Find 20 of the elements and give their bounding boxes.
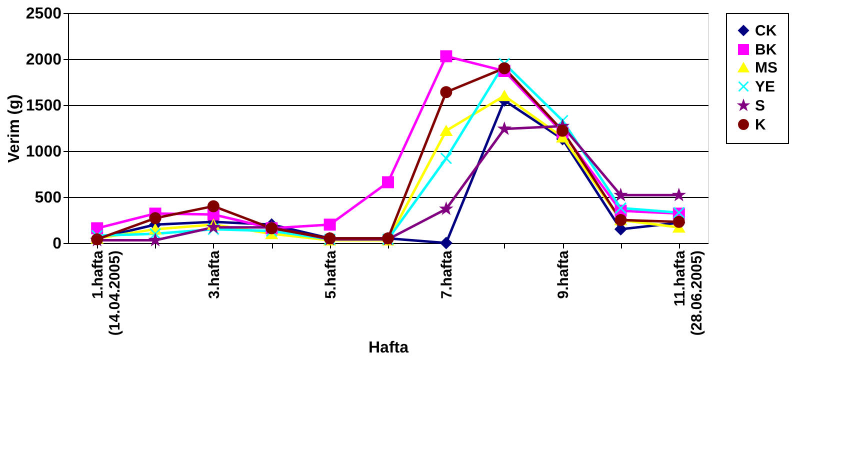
legend-label: K — [755, 116, 766, 134]
y-tick-label: 2000 — [26, 52, 62, 68]
x-tick-label: 11.hafta (28.06.2005) — [671, 250, 706, 336]
y-axis-title: Verim (g) — [6, 94, 23, 163]
x-tick-label: 9.hafta — [555, 250, 572, 299]
y-tick-label: 1000 — [26, 144, 62, 160]
x-tick-label: 7.hafta — [438, 250, 456, 299]
legend-label: BK — [755, 42, 777, 58]
legend-label: CK — [755, 22, 777, 40]
x-tick-label: 1.hafta (14.04.2005) — [90, 250, 124, 336]
y-tick-label: 500 — [34, 190, 62, 206]
legend-label: YE — [755, 78, 776, 96]
y-tick-label: 1500 — [26, 98, 62, 114]
y-tick-label: 0 — [52, 236, 62, 252]
x-tick-label: 3.hafta — [206, 250, 223, 299]
legend-label: S — [755, 98, 766, 114]
legend-label: MS — [755, 60, 778, 76]
y-tick-label: 2500 — [26, 6, 62, 22]
x-tick-label: 5.hafta — [322, 250, 340, 299]
x-axis-title: Hafta — [368, 340, 409, 357]
